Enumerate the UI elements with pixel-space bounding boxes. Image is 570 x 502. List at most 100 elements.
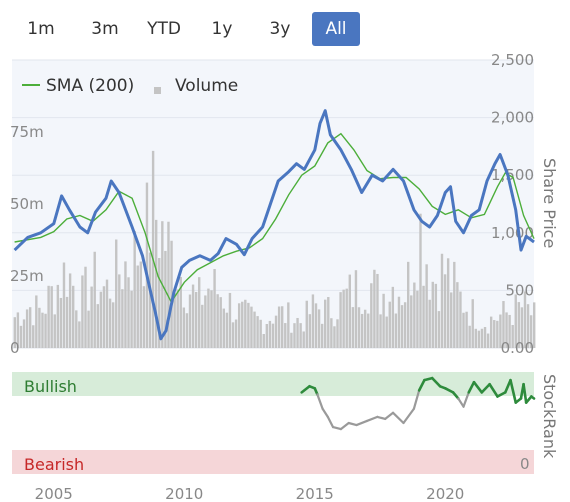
legend-volume-marker: [154, 87, 161, 94]
volume-bar: [222, 308, 225, 348]
volume-bar: [72, 285, 75, 348]
bullish-label: Bullish: [24, 377, 77, 396]
range-button-1m[interactable]: 1m: [27, 19, 55, 39]
volume-bar: [188, 294, 192, 348]
volume-bar: [237, 303, 241, 348]
volume-bar: [514, 294, 517, 348]
x-tick-label: 2015: [296, 485, 334, 502]
volume-bar: [434, 283, 438, 348]
volume-bar: [198, 277, 201, 348]
volume-bar: [111, 302, 115, 348]
volume-bar: [262, 334, 265, 348]
volume-bar: [465, 311, 468, 348]
volume-bar: [317, 309, 321, 348]
volume-bar: [483, 327, 487, 348]
volume-bar: [28, 307, 32, 348]
volume-bar: [462, 312, 465, 348]
volume-bar: [148, 252, 152, 348]
volume-bar: [75, 310, 78, 348]
stockrank-segment: [530, 395, 536, 400]
volume-bar: [446, 258, 450, 348]
volume-bar: [499, 314, 502, 348]
volume-bar: [388, 301, 391, 348]
volume-bar: [170, 240, 173, 348]
price-tick-label: 2,000: [491, 109, 534, 127]
volume-bar: [425, 264, 428, 348]
volume-bar: [529, 315, 533, 348]
volume-bar: [56, 284, 60, 348]
volume-bar: [422, 285, 425, 348]
volume-bar: [108, 298, 112, 348]
volume-bar: [305, 300, 308, 348]
stockrank-segment: [480, 382, 491, 394]
volume-bar: [324, 299, 327, 348]
volume-bar: [68, 273, 72, 348]
volume-bar: [360, 313, 364, 348]
stockrank-segment: [402, 407, 416, 425]
stockrank-segment: [391, 411, 405, 425]
volume-bar: [35, 295, 38, 348]
legend-volume-label[interactable]: Volume: [175, 76, 238, 96]
volume-bar: [154, 219, 158, 348]
volume-bar: [121, 289, 124, 348]
volume-tick-label: 25m: [10, 267, 44, 285]
volume-bar: [459, 291, 462, 348]
volume-bar: [280, 306, 284, 348]
volume-bar: [219, 297, 222, 348]
volume-bar: [284, 323, 287, 348]
stockrank-segment: [462, 391, 470, 408]
range-button-3m[interactable]: 3m: [91, 19, 119, 39]
volume-bar: [87, 310, 90, 348]
volume-bar: [19, 325, 23, 348]
volume-axis-ticks: 75m 50m 25m 0: [10, 123, 44, 357]
volume-bar: [256, 316, 259, 348]
volume-bar: [327, 297, 330, 348]
volume-bar: [505, 312, 508, 348]
price-plot-area: [12, 60, 534, 348]
volume-bar: [502, 301, 505, 348]
volume-bars: [13, 150, 536, 348]
volume-bar: [370, 283, 373, 348]
volume-bar: [145, 182, 149, 348]
stockrank-segment: [326, 415, 335, 429]
volume-bar: [47, 285, 50, 348]
range-button-3y[interactable]: 3y: [269, 19, 291, 39]
volume-bar: [96, 304, 99, 348]
volume-bar: [428, 299, 431, 348]
volume-bar: [201, 304, 204, 348]
volume-bar: [293, 323, 296, 348]
volume-bar: [191, 284, 195, 348]
bearish-band: [12, 450, 534, 474]
volume-bar: [400, 305, 404, 348]
volume-bar: [216, 294, 219, 348]
stockrank-segment: [347, 421, 358, 427]
stockrank-segment: [524, 395, 533, 404]
volume-bar: [182, 307, 186, 348]
sma-200-line: [14, 132, 535, 304]
volume-bar: [277, 306, 281, 348]
chart-legend: SMA (200) Volume: [22, 76, 238, 96]
range-button-1y[interactable]: 1y: [211, 19, 233, 39]
volume-bar: [416, 290, 419, 348]
stockrank-segment: [300, 384, 311, 394]
stockrank-segment: [496, 391, 507, 398]
stockrank-segment: [412, 389, 421, 410]
volume-bar: [339, 292, 342, 348]
volume-bar: [290, 332, 293, 348]
volume-bar: [351, 307, 355, 348]
price-tick-label: 500: [505, 281, 534, 299]
volume-bar: [302, 331, 305, 348]
volume-bar: [480, 328, 484, 348]
volume-bar: [207, 288, 210, 348]
volume-bar: [440, 253, 444, 348]
volume-bar: [342, 289, 345, 348]
volume-bar: [382, 293, 385, 348]
range-button-all[interactable]: All: [312, 12, 360, 46]
legend-sma-label[interactable]: SMA (200): [46, 76, 134, 96]
volume-bar: [413, 282, 416, 348]
volume-bar: [41, 312, 44, 348]
volume-bar: [210, 290, 213, 348]
stockrank-segment: [384, 411, 395, 421]
volume-bar: [397, 296, 401, 348]
range-button-ytd[interactable]: YTD: [147, 19, 181, 39]
